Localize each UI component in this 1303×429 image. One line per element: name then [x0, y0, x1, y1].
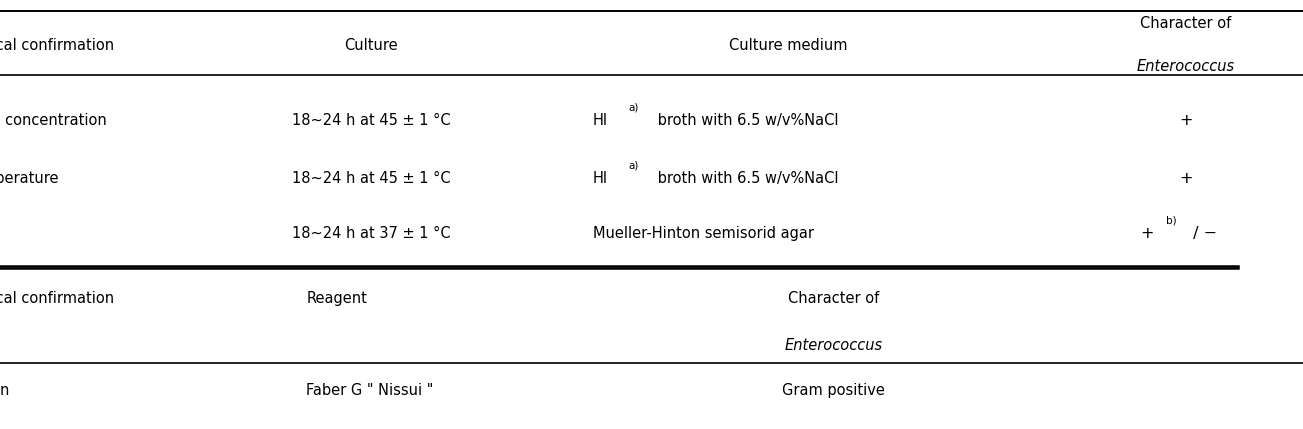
Text: Biochemical confirmation: Biochemical confirmation: [0, 291, 115, 305]
Text: Gram stain: Gram stain: [0, 383, 9, 398]
Text: 18~24 h at 45 ± 1 °C: 18~24 h at 45 ± 1 °C: [292, 113, 451, 127]
Text: Enterococcus: Enterococcus: [1136, 59, 1235, 74]
Text: HI: HI: [593, 171, 609, 185]
Text: +: +: [1179, 171, 1192, 185]
Text: Gram positive: Gram positive: [783, 383, 885, 398]
Text: broth with 6.5 w/v%NaCl: broth with 6.5 w/v%NaCl: [653, 171, 838, 185]
Text: 18~24 h at 37 ± 1 °C: 18~24 h at 37 ± 1 °C: [292, 227, 451, 241]
Text: High temperature: High temperature: [0, 171, 59, 185]
Text: b): b): [1166, 216, 1177, 226]
Text: Enterococcus: Enterococcus: [784, 338, 883, 353]
Text: Reagent: Reagent: [306, 291, 367, 305]
Text: +: +: [1140, 227, 1153, 241]
Text: High NaCl concentration: High NaCl concentration: [0, 113, 107, 127]
Text: broth with 6.5 w/v%NaCl: broth with 6.5 w/v%NaCl: [653, 113, 838, 127]
Text: a): a): [628, 102, 638, 112]
Text: +: +: [1179, 113, 1192, 127]
Text: Culture medium: Culture medium: [730, 38, 847, 52]
Text: c): c): [816, 428, 825, 429]
Text: Character of: Character of: [1140, 16, 1231, 31]
Text: HI: HI: [593, 113, 609, 127]
Text: / −: / −: [1188, 227, 1217, 241]
Text: Character of: Character of: [788, 291, 880, 305]
Text: a): a): [628, 160, 638, 170]
Text: Mueller-Hinton semisorid agar: Mueller-Hinton semisorid agar: [593, 227, 814, 241]
Text: Culture: Culture: [344, 38, 399, 52]
Text: Faber G " Nissui ": Faber G " Nissui ": [306, 383, 434, 398]
Text: Biochemical confirmation: Biochemical confirmation: [0, 38, 115, 52]
Text: 18~24 h at 45 ± 1 °C: 18~24 h at 45 ± 1 °C: [292, 171, 451, 185]
